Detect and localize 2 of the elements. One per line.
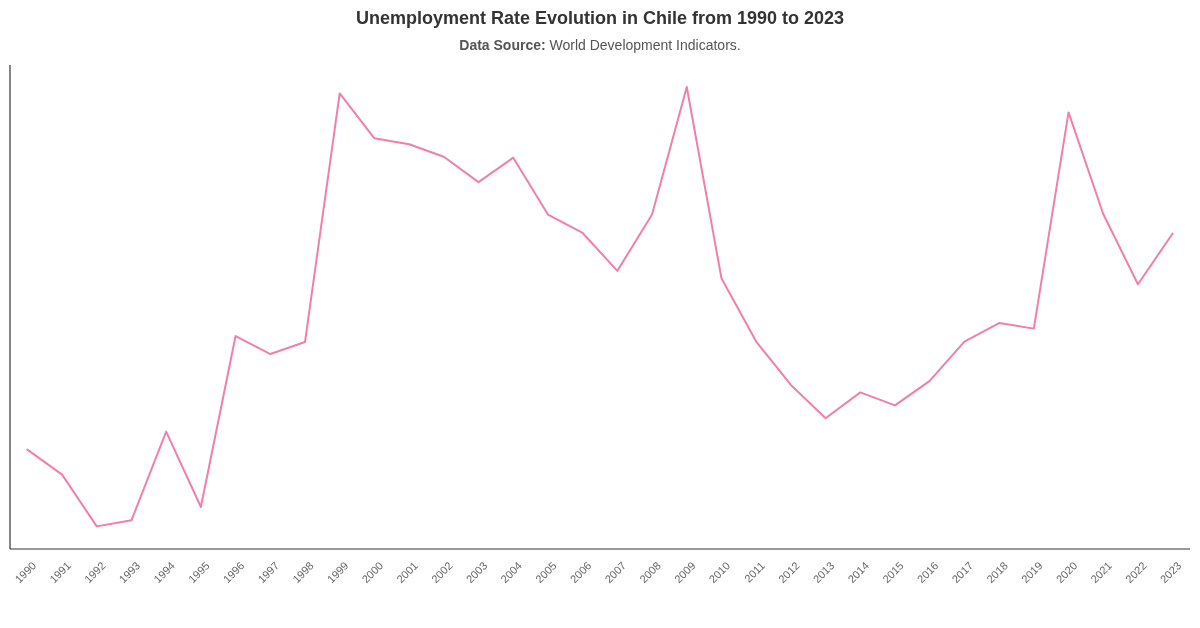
chart-subtitle: Data Source: World Development Indicators. xyxy=(459,37,741,53)
chart-title: Unemployment Rate Evolution in Chile from 1990 to 2023 xyxy=(355,8,845,28)
